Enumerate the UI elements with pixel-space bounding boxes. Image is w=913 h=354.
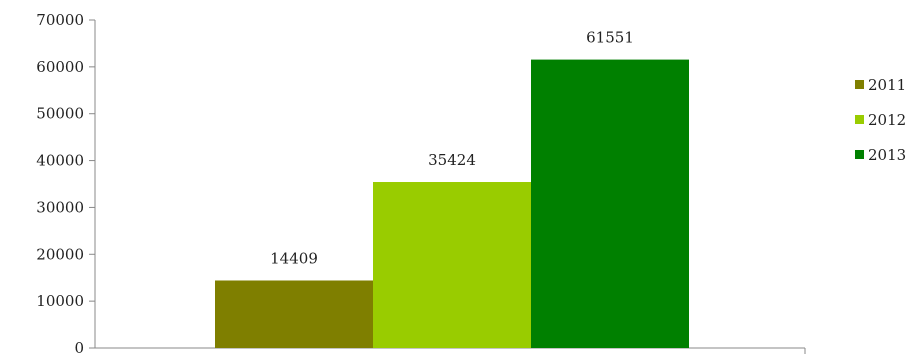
data-label-2013: 61551 [586, 29, 634, 47]
bar-2011 [215, 280, 373, 348]
legend-swatch-2011 [855, 80, 864, 89]
legend-swatch-2013 [855, 150, 864, 159]
y-tick-label: 60000 [36, 58, 84, 76]
data-label-2012: 35424 [428, 151, 476, 169]
legend-label-2011: 2011 [868, 76, 906, 94]
legend-label-2013: 2013 [868, 146, 906, 164]
y-axis: 0 10000 20000 30000 40000 50000 60000 70000 [36, 11, 96, 354]
y-tick-label: 70000 [36, 11, 84, 29]
y-tick-label: 20000 [36, 245, 84, 263]
bar-2013 [531, 59, 689, 348]
legend-label-2012: 2012 [868, 111, 906, 129]
y-tick-label: 0 [74, 339, 84, 354]
legend-swatch-2012 [855, 115, 864, 124]
legend: 2011 2012 2013 [855, 76, 906, 164]
bar-group [215, 59, 689, 348]
y-tick-label: 30000 [36, 198, 84, 216]
data-label-2011: 14409 [270, 249, 318, 267]
y-tick-label: 40000 [36, 152, 84, 170]
data-labels: 14409 35424 61551 [270, 29, 634, 268]
bar-2012 [373, 182, 531, 348]
x-axis [95, 347, 806, 354]
y-tick-label: 10000 [36, 292, 84, 310]
y-tick-label: 50000 [36, 105, 84, 123]
